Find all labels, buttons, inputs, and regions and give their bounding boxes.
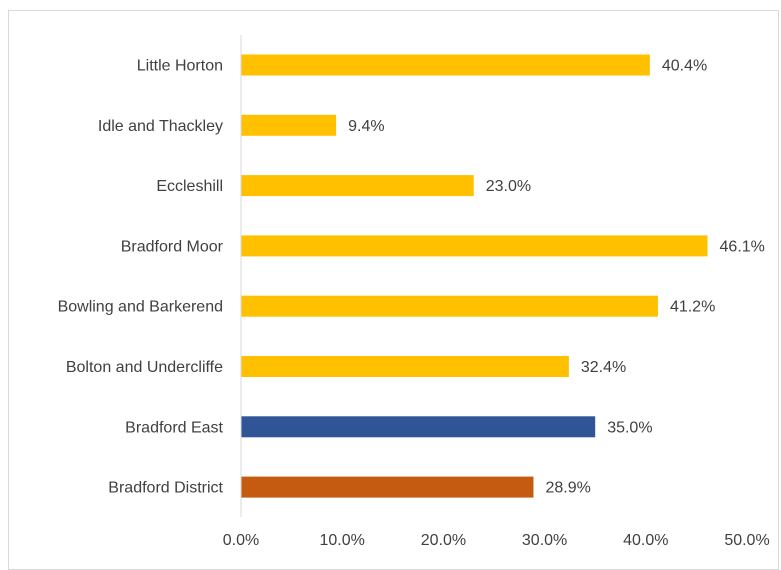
labels-layer: Little Horton 40.4% Idle and Thackley 9.4% E… [58, 58, 770, 550]
data-label: 40.4% [662, 58, 707, 75]
bar [241, 114, 337, 136]
category-label: Eccleshill [156, 178, 223, 195]
category-label: Bradford Moor [121, 238, 224, 255]
data-label: 23.0% [486, 178, 531, 195]
bar [241, 175, 474, 197]
bar [241, 356, 569, 377]
category-label: Bradford District [108, 480, 223, 497]
bar [241, 416, 596, 438]
bar [241, 476, 534, 498]
bar [241, 295, 658, 317]
data-label: 28.9% [545, 480, 590, 497]
bar [241, 235, 708, 257]
category-label: Bradford East [125, 419, 223, 436]
x-tick-label: 40.0% [623, 532, 668, 549]
data-label: 9.4% [348, 118, 384, 135]
category-label: Bolton and Undercliffe [66, 359, 223, 376]
data-label: 41.2% [670, 299, 715, 316]
x-tick-label: 20.0% [421, 532, 466, 549]
data-label: 46.1% [720, 238, 765, 255]
bar-chart: Little Horton 40.4% Idle and Thackley 9.4% E… [58, 35, 770, 550]
x-tick-label: 30.0% [522, 532, 567, 549]
category-label: Little Horton [137, 58, 223, 75]
data-label: 32.4% [581, 359, 626, 376]
category-label: Idle and Thackley [98, 118, 223, 135]
x-tick-label: 10.0% [320, 532, 365, 549]
bars-layer [241, 54, 708, 498]
bar [241, 54, 650, 76]
x-tick-label: 0.0% [223, 532, 259, 549]
category-label: Bowling and Barkerend [58, 299, 223, 316]
data-label: 35.0% [607, 419, 652, 436]
x-tick-label: 50.0% [724, 532, 769, 549]
